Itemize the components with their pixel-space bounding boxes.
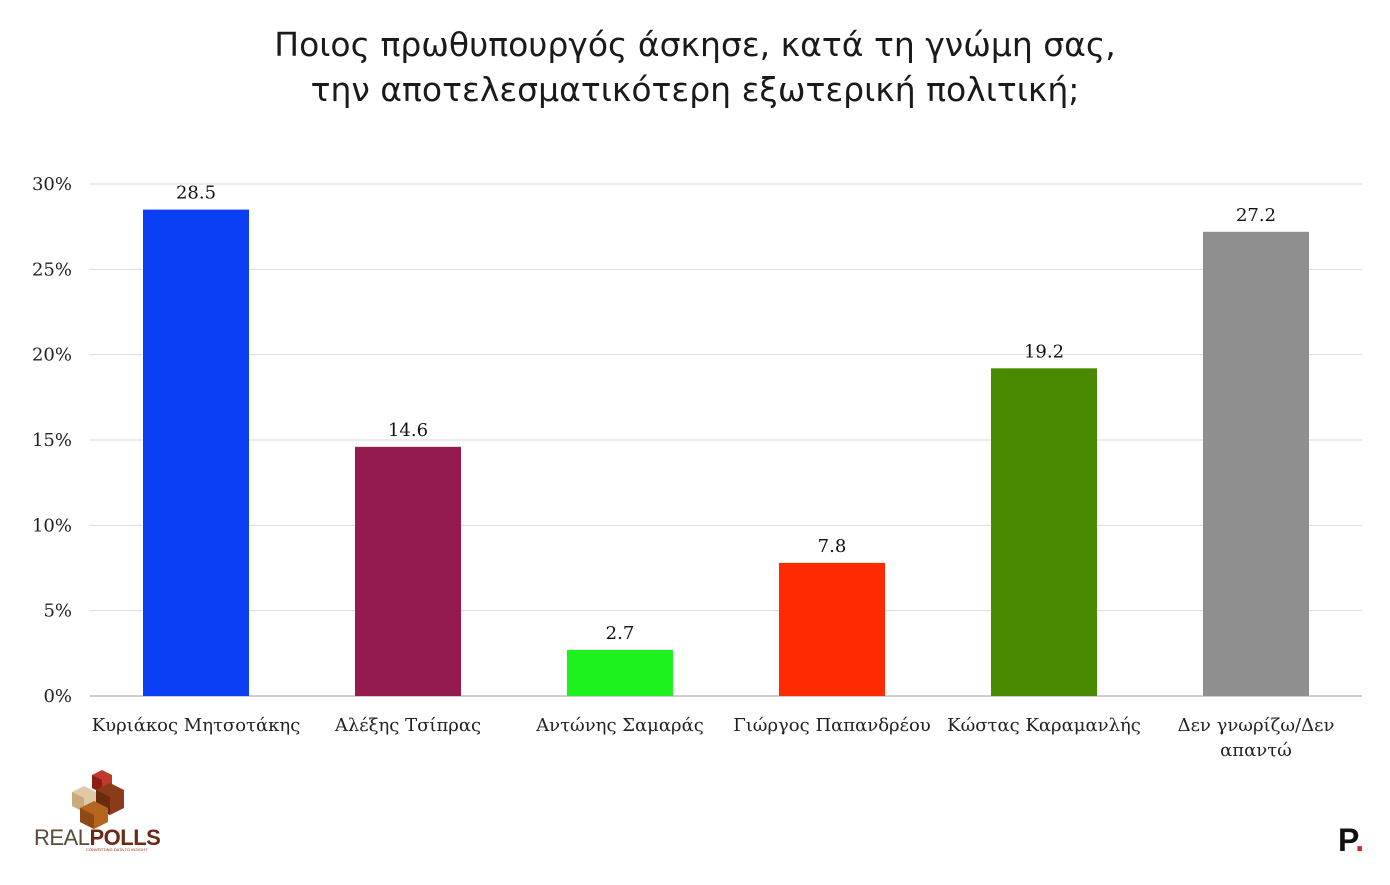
brand-mark-letter: P (1338, 822, 1356, 858)
chart-title-line-1: Ποιος πρωθυπουργός άσκησε, κατά τη γνώμη… (274, 25, 1116, 64)
data-label: 27.2 (1236, 205, 1276, 226)
x-tick-label: Κώστας Καραμανλής (947, 715, 1141, 736)
x-tick-label: Γιώργος Παπανδρέου (733, 715, 931, 736)
bar (355, 446, 461, 696)
chart-title-line-2: την αποτελεσματικότερη εξωτερική πολιτικ… (310, 70, 1080, 109)
y-tick-label: 30% (32, 174, 72, 195)
data-labels: 28.5 14.6 2.7 7.8 19.2 27.2 (176, 183, 1276, 644)
logo-text-polls: POLLS (89, 825, 161, 850)
brand-mark: P. (1338, 822, 1364, 858)
bars (143, 209, 1309, 696)
x-tick-label: Δεν γνωρίζω/Δεν απαντώ (1178, 715, 1335, 761)
realpolls-logo-icon (72, 770, 124, 829)
logo-text-real: REAL (34, 825, 90, 850)
x-tick-label: Κυριάκος Μητσοτάκης (92, 715, 301, 736)
y-tick-label: 10% (32, 515, 72, 536)
y-tick-label: 5% (43, 601, 72, 622)
bar (567, 649, 673, 696)
y-axis: 0% 5% 10% 15% 20% 25% 30% (32, 174, 72, 707)
x-tick-label: Αντώνης Σαμαράς (535, 715, 704, 736)
y-tick-label: 0% (43, 686, 72, 707)
data-label: 19.2 (1024, 341, 1064, 362)
bar (1203, 231, 1309, 696)
x-axis: Κυριάκος Μητσοτάκης Αλέξης Τσίπρας Αντώνης… (92, 715, 1335, 761)
bar (991, 368, 1097, 696)
gridlines (90, 183, 1362, 697)
bar (143, 209, 249, 696)
data-label: 28.5 (176, 183, 216, 204)
data-label: 14.6 (388, 420, 428, 441)
chart-title: Ποιος πρωθυπουργός άσκησε, κατά τη γνώμη… (0, 22, 1390, 112)
bar (779, 562, 885, 696)
data-label: 2.7 (606, 623, 635, 644)
x-tick-label: Αλέξης Τσίπρας (334, 715, 481, 736)
logo-tagline: CONVERTING DATA TO INSIGHT (86, 847, 148, 852)
brand-mark-dot: . (1355, 822, 1365, 858)
y-tick-label: 15% (32, 430, 72, 451)
realpolls-logo-text: REALPOLLS (34, 825, 161, 851)
y-tick-label: 25% (32, 259, 72, 280)
data-label: 7.8 (818, 536, 847, 557)
y-tick-label: 20% (32, 345, 72, 366)
